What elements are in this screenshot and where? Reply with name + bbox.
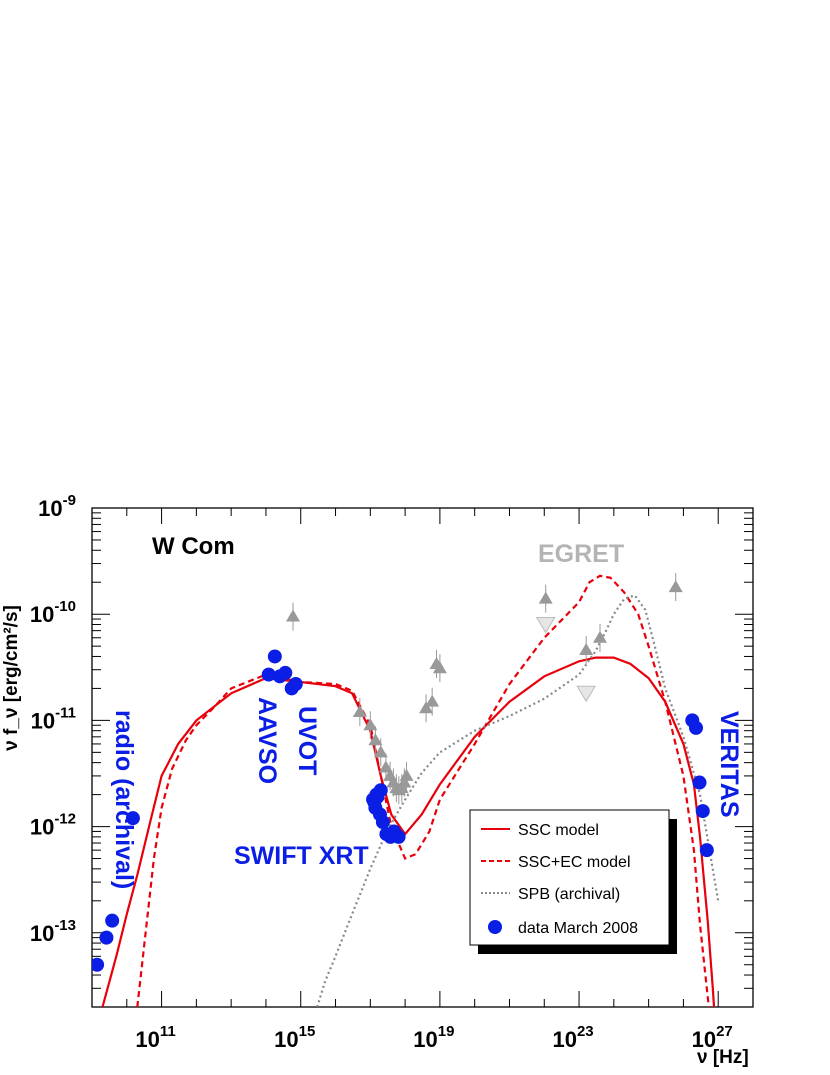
data-point — [391, 829, 406, 844]
archival-point — [668, 580, 683, 593]
data-point — [375, 815, 390, 830]
y-tick-label: 10-11 — [31, 704, 76, 733]
data-point — [689, 720, 704, 735]
data-points — [92, 573, 714, 972]
data-point — [125, 811, 140, 826]
upper-limit-point — [535, 616, 556, 634]
y-tick-label: 10-10 — [30, 598, 76, 627]
y-tick-label: 10-12 — [30, 811, 76, 840]
archival-point — [538, 591, 553, 604]
data-point — [261, 667, 276, 682]
plot-frame — [91, 507, 754, 1008]
data-point — [699, 843, 714, 858]
y-axis-title: ν f_ν [erg/cm²/s] — [1, 605, 22, 751]
annotation-egret: EGRET — [538, 540, 624, 568]
annotation-swift-xrt: SWIFT XRT — [234, 842, 369, 870]
archival-point — [363, 718, 378, 731]
legend-label-ssc-ec: SSC+EC model — [518, 854, 631, 871]
archival-point — [399, 768, 414, 781]
legend: SSC model SSC+EC model SPB (archival) da… — [469, 809, 677, 954]
curve-ssc-model — [101, 656, 716, 1007]
x-tick-label: 1015 — [274, 1023, 315, 1052]
data-point — [105, 913, 120, 928]
data-point — [692, 775, 707, 790]
archival-point — [368, 733, 383, 746]
curve-ssc-ec-model — [136, 574, 711, 1007]
data-point — [288, 677, 303, 692]
legend-label-spb: SPB (archival) — [518, 886, 620, 903]
archival-point — [378, 760, 393, 773]
chart-title: W Com — [152, 533, 235, 560]
upper-limit-point — [576, 685, 597, 703]
curve-spb-archival — [316, 594, 720, 1007]
archival-point — [592, 630, 607, 643]
x-tick-label: 1027 — [692, 1023, 733, 1052]
data-point — [267, 649, 282, 664]
model-curves — [101, 574, 720, 1007]
annotation-uvot: UVOT — [293, 706, 321, 775]
archival-point — [432, 661, 447, 674]
annotation-radio: radio (archival) — [110, 710, 138, 889]
data-point — [278, 665, 293, 680]
archival-point — [286, 609, 301, 622]
x-tick-label: 1023 — [552, 1023, 593, 1052]
annotation-aavso: AAVSO — [253, 697, 281, 784]
archival-point — [579, 643, 594, 656]
archival-point — [425, 694, 440, 707]
x-tick-label: 1011 — [135, 1023, 175, 1052]
data-point — [373, 783, 388, 798]
legend-label-data: data March 2008 — [518, 920, 638, 937]
y-tick-label: 10-13 — [30, 917, 76, 946]
legend-swatch-data — [488, 920, 502, 934]
legend-label-ssc: SSC model — [518, 822, 599, 839]
annotation-veritas: VERITAS — [715, 711, 743, 818]
archival-point — [397, 775, 412, 788]
axes: 1011 1015 1019 1023 1027 10-13 10-12 10-11 10-10… — [30, 492, 754, 1052]
data-point — [92, 957, 105, 972]
legend-box — [469, 809, 670, 946]
data-point — [695, 804, 710, 819]
x-tick-label: 1019 — [413, 1023, 454, 1052]
archival-point — [373, 745, 388, 758]
archival-point — [419, 701, 434, 714]
data-point — [367, 795, 382, 810]
x-axis-title: ν [Hz] — [697, 1047, 749, 1068]
archival-point — [352, 704, 367, 717]
y-tick-label: 10-9 — [38, 492, 76, 521]
data-point — [99, 930, 114, 945]
